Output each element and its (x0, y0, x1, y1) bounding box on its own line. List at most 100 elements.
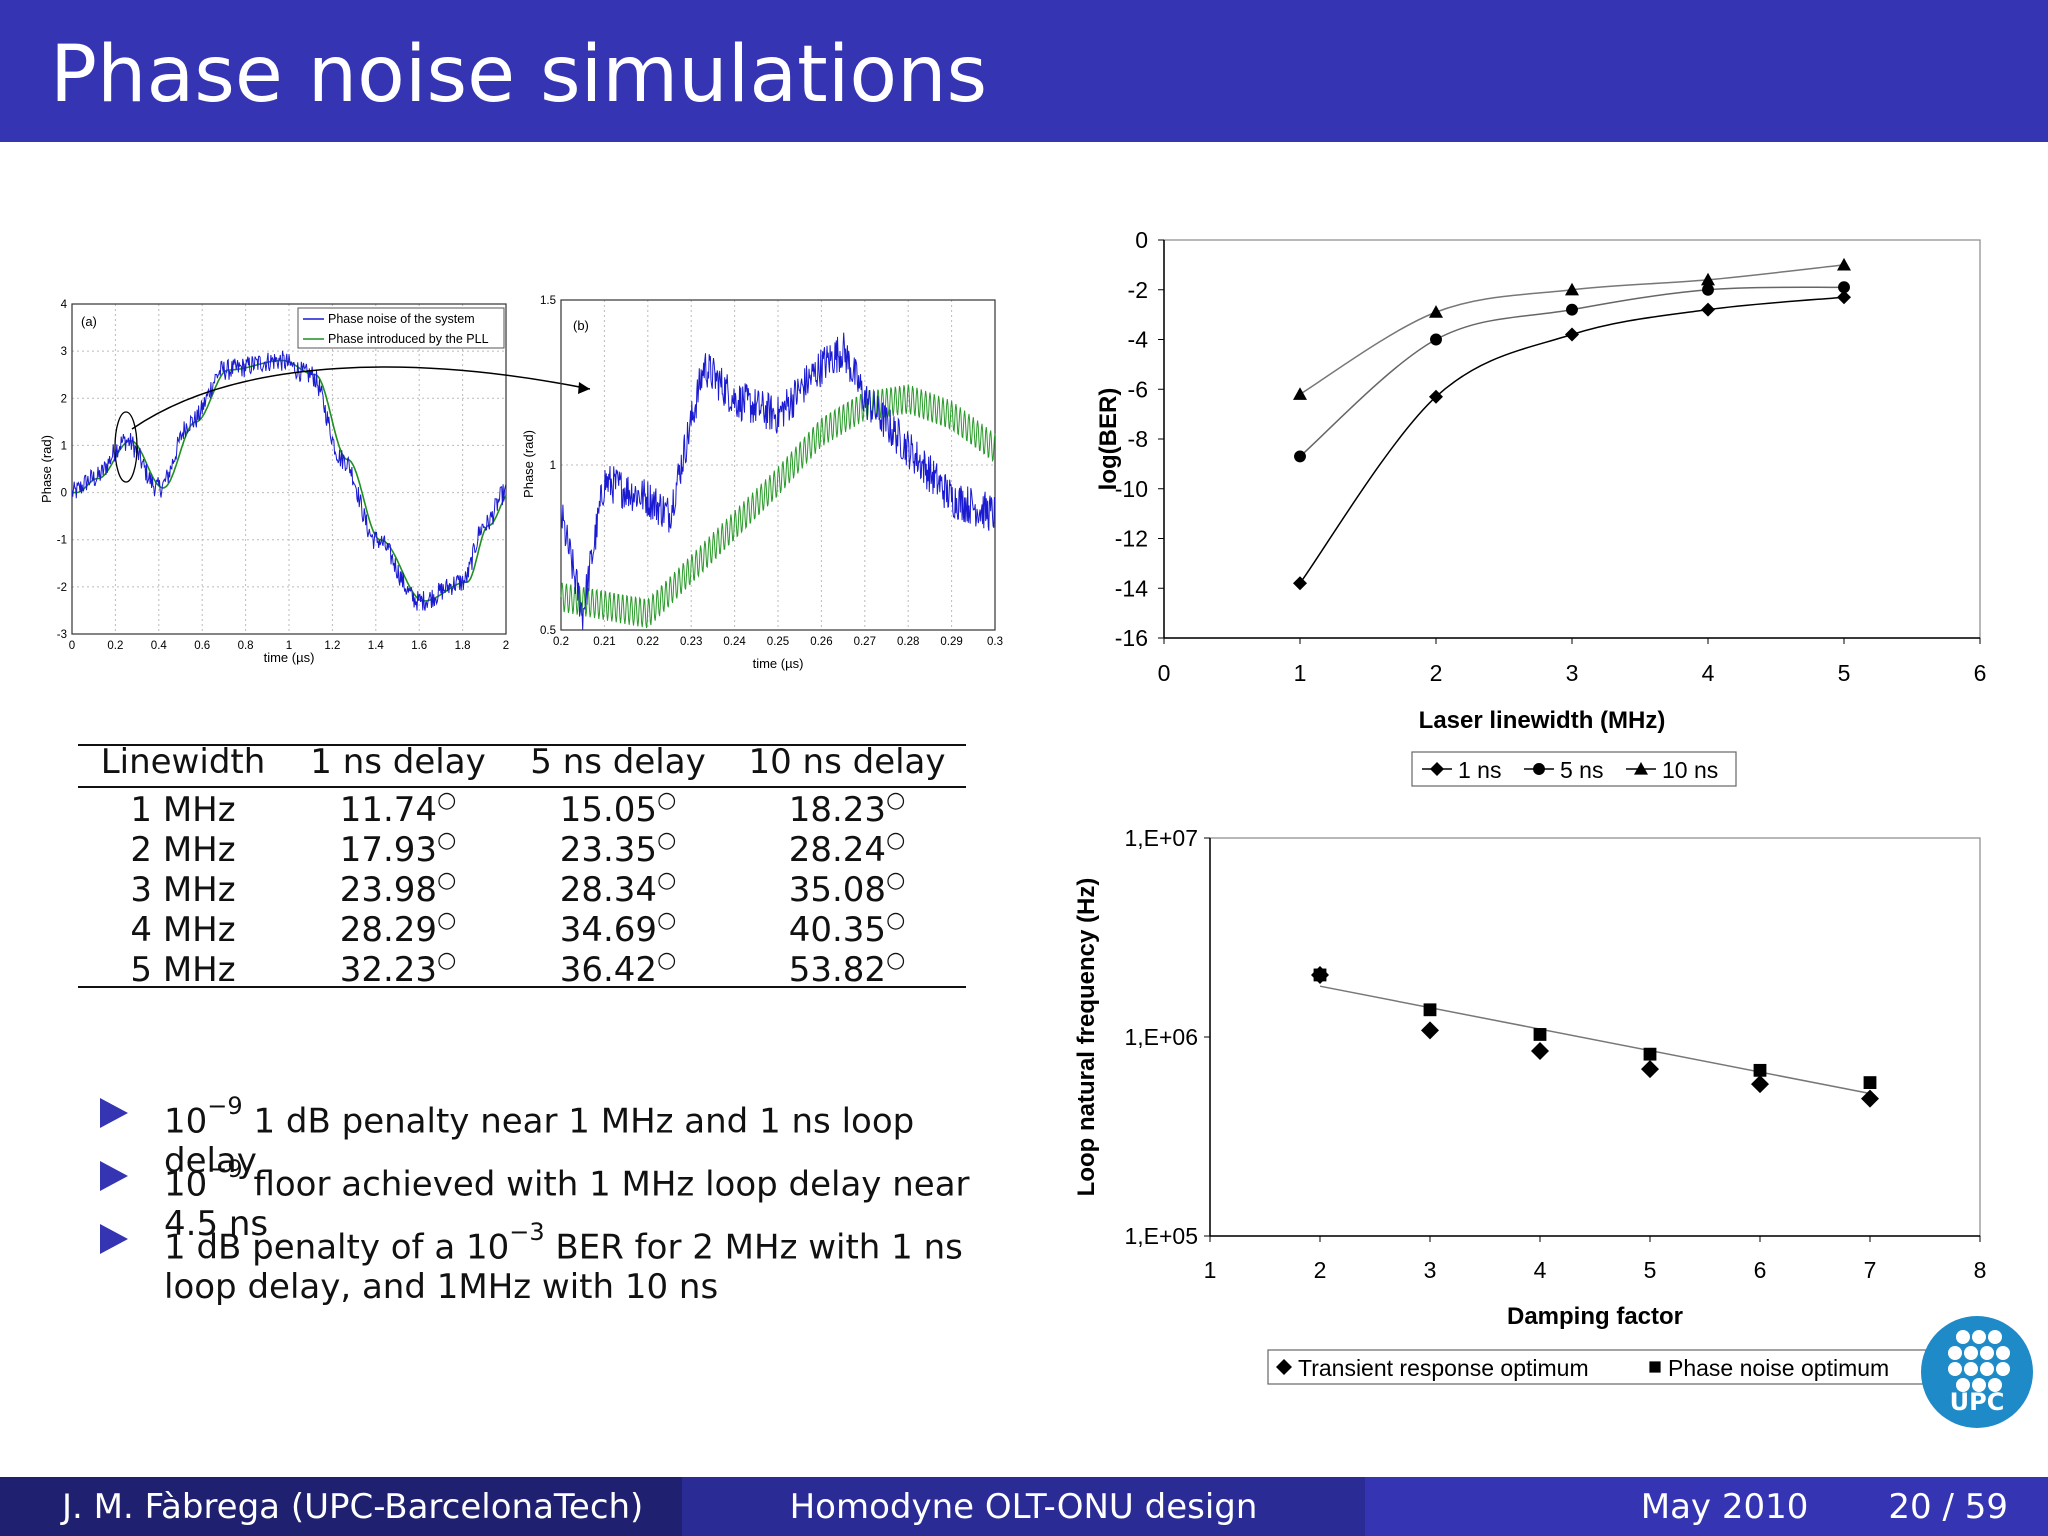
degree-symbol: ○ (886, 868, 906, 893)
table-top-rule (78, 744, 966, 746)
x-tick-label: 0.21 (593, 636, 615, 648)
degree-symbol: ○ (657, 788, 677, 813)
table-header: 1 ns delay (310, 742, 486, 782)
legend-marker (1533, 763, 1545, 775)
x-tick-label: 0.24 (723, 636, 746, 648)
y-tick-label: 1 (61, 440, 67, 452)
x-tick-label: 4 (1534, 1257, 1547, 1283)
y-tick-label: -10 (1115, 476, 1148, 502)
plot-frame (1209, 837, 1981, 1237)
data-point (1293, 576, 1307, 591)
table-cell-linewidth: 5 MHz (130, 950, 236, 990)
zoom-ellipse (114, 411, 138, 483)
table-row: 1 MHz 11.74○ 15.05○ 18.23○ (78, 788, 966, 830)
y-tick-label: 1 (550, 460, 556, 472)
data-point (1565, 282, 1579, 296)
figure-b-panel-label: (b) (573, 318, 589, 333)
data-point (1838, 281, 1850, 294)
legend-label: Transient response optimum (1298, 1355, 1589, 1381)
footer-right: May 2010 20 / 59 (1365, 1477, 2048, 1536)
y-tick-label: 3 (61, 346, 67, 358)
table-row: 4 MHz 28.29○ 34.69○ 40.35○ (78, 908, 966, 950)
data-point (1837, 290, 1851, 305)
x-tick-label: 5 (1838, 660, 1851, 686)
x-tick-label: 1.2 (324, 640, 340, 652)
data-point (1421, 1021, 1439, 1040)
logo-text: UPC (1949, 1388, 2005, 1416)
table-header: 5 ns delay (530, 742, 706, 782)
bullet-triangle-icon (100, 1224, 128, 1254)
degree-symbol: ○ (657, 908, 677, 933)
logo-dot (1988, 1330, 2002, 1344)
figure-a-ylabel: Phase (rad) (39, 435, 54, 503)
upc-logo: UPC (1921, 1316, 2033, 1428)
table-cell-linewidth: 4 MHz (130, 910, 236, 950)
data-point (1701, 272, 1715, 286)
legend-marker (1430, 762, 1444, 776)
bullet-triangle-icon (100, 1161, 128, 1191)
degree-symbol: ○ (886, 948, 906, 973)
table-header-row: Linewidth 1 ns delay 5 ns delay 10 ns de… (78, 742, 966, 782)
table-cell-linewidth: 2 MHz (130, 830, 236, 870)
x-tick-label: 0.6 (194, 640, 210, 652)
x-tick-label: 0.29 (940, 636, 962, 648)
table-cell-value: 11.74○ (339, 788, 457, 830)
data-point (1837, 257, 1851, 271)
footer-author: J. M. Fàbrega (UPC-BarcelonaTech) (0, 1477, 682, 1536)
degree-symbol: ○ (886, 788, 906, 813)
x-tick-label: 0 (69, 640, 75, 652)
data-point (1313, 968, 1327, 982)
footer-page-number: 20 / 59 (1888, 1486, 2008, 1527)
degree-symbol: ○ (437, 788, 457, 813)
data-point (1294, 450, 1306, 463)
data-point (1429, 305, 1443, 318)
table-cell-value: 53.82○ (788, 948, 906, 990)
table-cell-linewidth: 3 MHz (130, 870, 236, 910)
degree-symbol: ○ (886, 828, 906, 853)
logo-dot (1996, 1362, 2010, 1376)
table-cell-linewidth: 1 MHz (130, 790, 236, 830)
legend-label: 1 ns (1458, 757, 1501, 783)
bullet-triangle-icon (100, 1098, 128, 1128)
table-bottom-rule (78, 986, 966, 988)
x-tick-label: 0.4 (151, 640, 168, 652)
loop-frequency-chart: 1,E+07 1,E+06 1,E+051 2 3 4 5 6 7 8 Damping factor… (1073, 825, 1986, 1385)
chart-legend: 1 ns 5 ns 10 ns (1411, 751, 1737, 787)
x-axis-label: Laser linewidth (MHz) (1419, 707, 1666, 734)
logo-dot (1972, 1330, 1986, 1344)
data-point (1531, 1042, 1549, 1061)
x-tick-label: 6 (1754, 1257, 1767, 1283)
data-point (1702, 283, 1714, 296)
series-line (1299, 296, 1845, 584)
y-axis-label: Loop natural frequency (Hz) (1073, 878, 1100, 1197)
logo-dot (1964, 1362, 1978, 1376)
figure-b-ylabel: Phase (rad) (521, 430, 536, 498)
y-tick-label: -3 (57, 629, 67, 641)
x-tick-label: 7 (1864, 1257, 1877, 1283)
legend-label: Phase noise optimum (1668, 1355, 1889, 1381)
table-cell-value: 15.05○ (559, 788, 677, 830)
data-point (1566, 303, 1578, 316)
phase-figure-b: 0.2 0.21 0.22 0.23 0.24 0.25 0.26 0.27 0.28 0.29 0… (521, 295, 1003, 671)
y-tick-label: -2 (57, 582, 67, 594)
y-tick-label: 2 (61, 393, 67, 405)
x-tick-label: 0.27 (854, 636, 876, 648)
table-header: 10 ns delay (748, 742, 946, 782)
y-tick-label: -8 (1128, 426, 1148, 452)
phase-figure-a: 0 0.2 0.4 0.6 0.8 1 1.2 1.4 1.6 1.8 2 4 3 2 1 0 -1 -2 -3 (… (39, 299, 509, 665)
table-cell-value: 32.23○ (339, 948, 457, 990)
x-tick-label: 0.22 (637, 636, 659, 648)
legend-label: 5 ns (1560, 757, 1603, 783)
zoom-arrow (131, 366, 591, 430)
y-tick-label: 1,E+05 (1124, 1223, 1198, 1249)
x-tick-label: 0.3 (987, 636, 1003, 648)
y-tick-label: -12 (1115, 526, 1148, 552)
x-tick-label: 5 (1644, 1257, 1657, 1283)
logo-dot (1964, 1346, 1978, 1360)
x-tick-label: 1 (1294, 660, 1307, 686)
degree-symbol: ○ (657, 868, 677, 893)
table-cell-value: 28.29○ (339, 908, 457, 950)
footer-talk-title: Homodyne OLT-ONU design (682, 1477, 1365, 1536)
table-cell-value: 23.98○ (339, 868, 457, 910)
degree-symbol: ○ (437, 868, 457, 893)
